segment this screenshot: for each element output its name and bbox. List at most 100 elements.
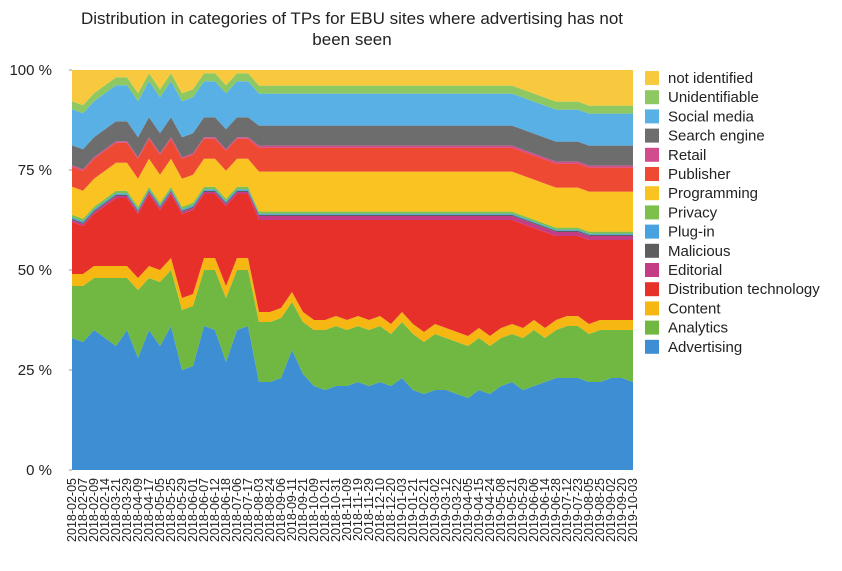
legend-label: Plug-in <box>668 224 715 241</box>
x-tick-label: 2019-09-20 <box>615 478 629 542</box>
legend-label: Analytics <box>668 320 728 337</box>
area <box>72 70 633 106</box>
legend-swatch <box>645 186 659 201</box>
y-tick-label: 25 % <box>18 362 52 379</box>
area <box>72 189 633 235</box>
x-tick-label: 2018-07-06 <box>230 478 244 542</box>
area <box>72 81 633 150</box>
area <box>72 117 633 170</box>
legend-swatch <box>645 282 659 297</box>
chart-title: Distribution in categories of TPs for EB… <box>81 9 623 49</box>
x-tick-label: 2019-04-15 <box>472 478 486 542</box>
x-tick-label: 2018-08-03 <box>252 478 266 542</box>
x-tick-label: 2019-06-06 <box>527 478 541 542</box>
x-tick-label: 2018-06-18 <box>219 478 233 542</box>
x-tick-label: 2019-04-05 <box>461 478 475 542</box>
area <box>72 270 633 398</box>
area <box>72 258 633 346</box>
legend-swatch <box>645 320 659 335</box>
x-tick-label: 2019-01-03 <box>395 478 409 542</box>
x-tick-label: 2018-10-21 <box>318 478 332 542</box>
legend-label: Advertising <box>668 339 742 356</box>
x-tick-label: 2018-05-29 <box>175 478 189 542</box>
x-tick-label: 2018-09-21 <box>296 478 310 542</box>
legend-label: Content <box>668 300 721 317</box>
area <box>72 190 633 236</box>
x-tick-label: 2019-01-21 <box>406 478 420 542</box>
x-tick-label: 2018-12-20 <box>384 478 398 542</box>
x-tick-label: 2018-04-09 <box>131 478 145 542</box>
x-tick-label: 2018-03-29 <box>120 478 134 542</box>
x-tick-label: 2019-03-02 <box>428 478 442 542</box>
x-tick-label: 2018-02-14 <box>98 478 112 542</box>
x-tick-label: 2018-02-05 <box>65 478 79 542</box>
area <box>72 326 633 470</box>
x-tick-label: 2019-05-08 <box>494 478 508 542</box>
legend-label: Search engine <box>668 128 765 145</box>
x-tick-label: 2018-11-09 <box>340 478 354 541</box>
x-tick-label: 2019-03-12 <box>439 478 453 542</box>
legend-swatch <box>645 128 659 143</box>
legend-label: Malicious <box>668 243 731 260</box>
legend-swatch <box>645 147 659 162</box>
legend-swatch <box>645 263 659 277</box>
legend-swatch <box>645 339 659 354</box>
legend-swatch <box>645 109 659 124</box>
legend-label: Publisher <box>668 166 731 183</box>
x-tick-label: 2018-02-09 <box>87 478 101 542</box>
x-tick-label: 2018-06-01 <box>186 478 200 542</box>
x-tick-label: 2018-07-17 <box>241 478 255 542</box>
area <box>72 158 633 232</box>
legend-swatch <box>645 90 659 105</box>
y-tick-label: 0 % <box>26 462 52 479</box>
y-tick-label: 50 % <box>18 262 52 279</box>
x-tick-label: 2019-06-28 <box>549 478 563 542</box>
x-tick-label: 2019-10-03 <box>626 478 640 542</box>
legend-swatch <box>645 167 659 181</box>
legend-swatch <box>645 301 659 316</box>
x-tick-label: 2018-11-29 <box>362 478 376 541</box>
x-tick-label: 2019-03-22 <box>450 478 464 542</box>
legend-label: not identified <box>668 70 753 87</box>
legend-label: Distribution technology <box>668 281 820 298</box>
x-tick-label: 2018-10-09 <box>307 478 321 542</box>
legend-label: Privacy <box>668 204 718 221</box>
x-tick-label: 2018-02-07 <box>76 478 90 542</box>
legend-swatch <box>645 243 659 258</box>
legend-label: Programming <box>668 185 758 202</box>
x-tick-label: 2018-11-19 <box>351 478 365 541</box>
area <box>72 194 633 336</box>
area <box>72 73 633 114</box>
y-tick-label: 100 % <box>9 62 52 79</box>
legend-label: Editorial <box>668 262 722 279</box>
x-tick-label: 2019-06-14 <box>538 478 552 542</box>
x-tick-label: 2018-04-17 <box>142 478 156 542</box>
x-tick-label: 2018-05-05 <box>153 478 167 542</box>
x-tick-label: 2018-09-06 <box>274 478 288 542</box>
legend-label: Unidentifiable <box>668 89 759 106</box>
legend-label: Social media <box>668 108 755 125</box>
x-tick-label: 2018-12-10 <box>373 478 387 542</box>
x-tick-label: 2018-09-11 <box>285 478 299 541</box>
x-tick-label: 2018-06-07 <box>197 478 211 542</box>
x-tick-label: 2019-05-29 <box>516 478 530 542</box>
x-tick-label: 2019-08-25 <box>593 478 607 542</box>
area <box>72 186 633 234</box>
legend-swatch <box>645 205 659 220</box>
legend-label: Retail <box>668 147 706 164</box>
x-tick-label: 2019-02-21 <box>417 478 431 542</box>
x-tick-label: 2018-08-24 <box>263 478 277 542</box>
x-tick-label: 2018-06-12 <box>208 478 222 542</box>
x-tick-label: 2018-03-21 <box>109 478 123 542</box>
x-tick-label: 2019-04-24 <box>483 478 497 542</box>
x-tick-label: 2019-08-05 <box>582 478 596 542</box>
area <box>72 138 633 192</box>
x-tick-label: 2019-07-12 <box>560 478 574 542</box>
x-tick-label: 2019-07-23 <box>571 478 585 542</box>
legend-swatch <box>645 71 659 85</box>
x-tick-label: 2019-05-21 <box>505 478 519 542</box>
x-tick-label: 2018-05-25 <box>164 478 178 542</box>
x-tick-label: 2019-09-02 <box>604 478 618 542</box>
legend-swatch <box>645 224 659 239</box>
